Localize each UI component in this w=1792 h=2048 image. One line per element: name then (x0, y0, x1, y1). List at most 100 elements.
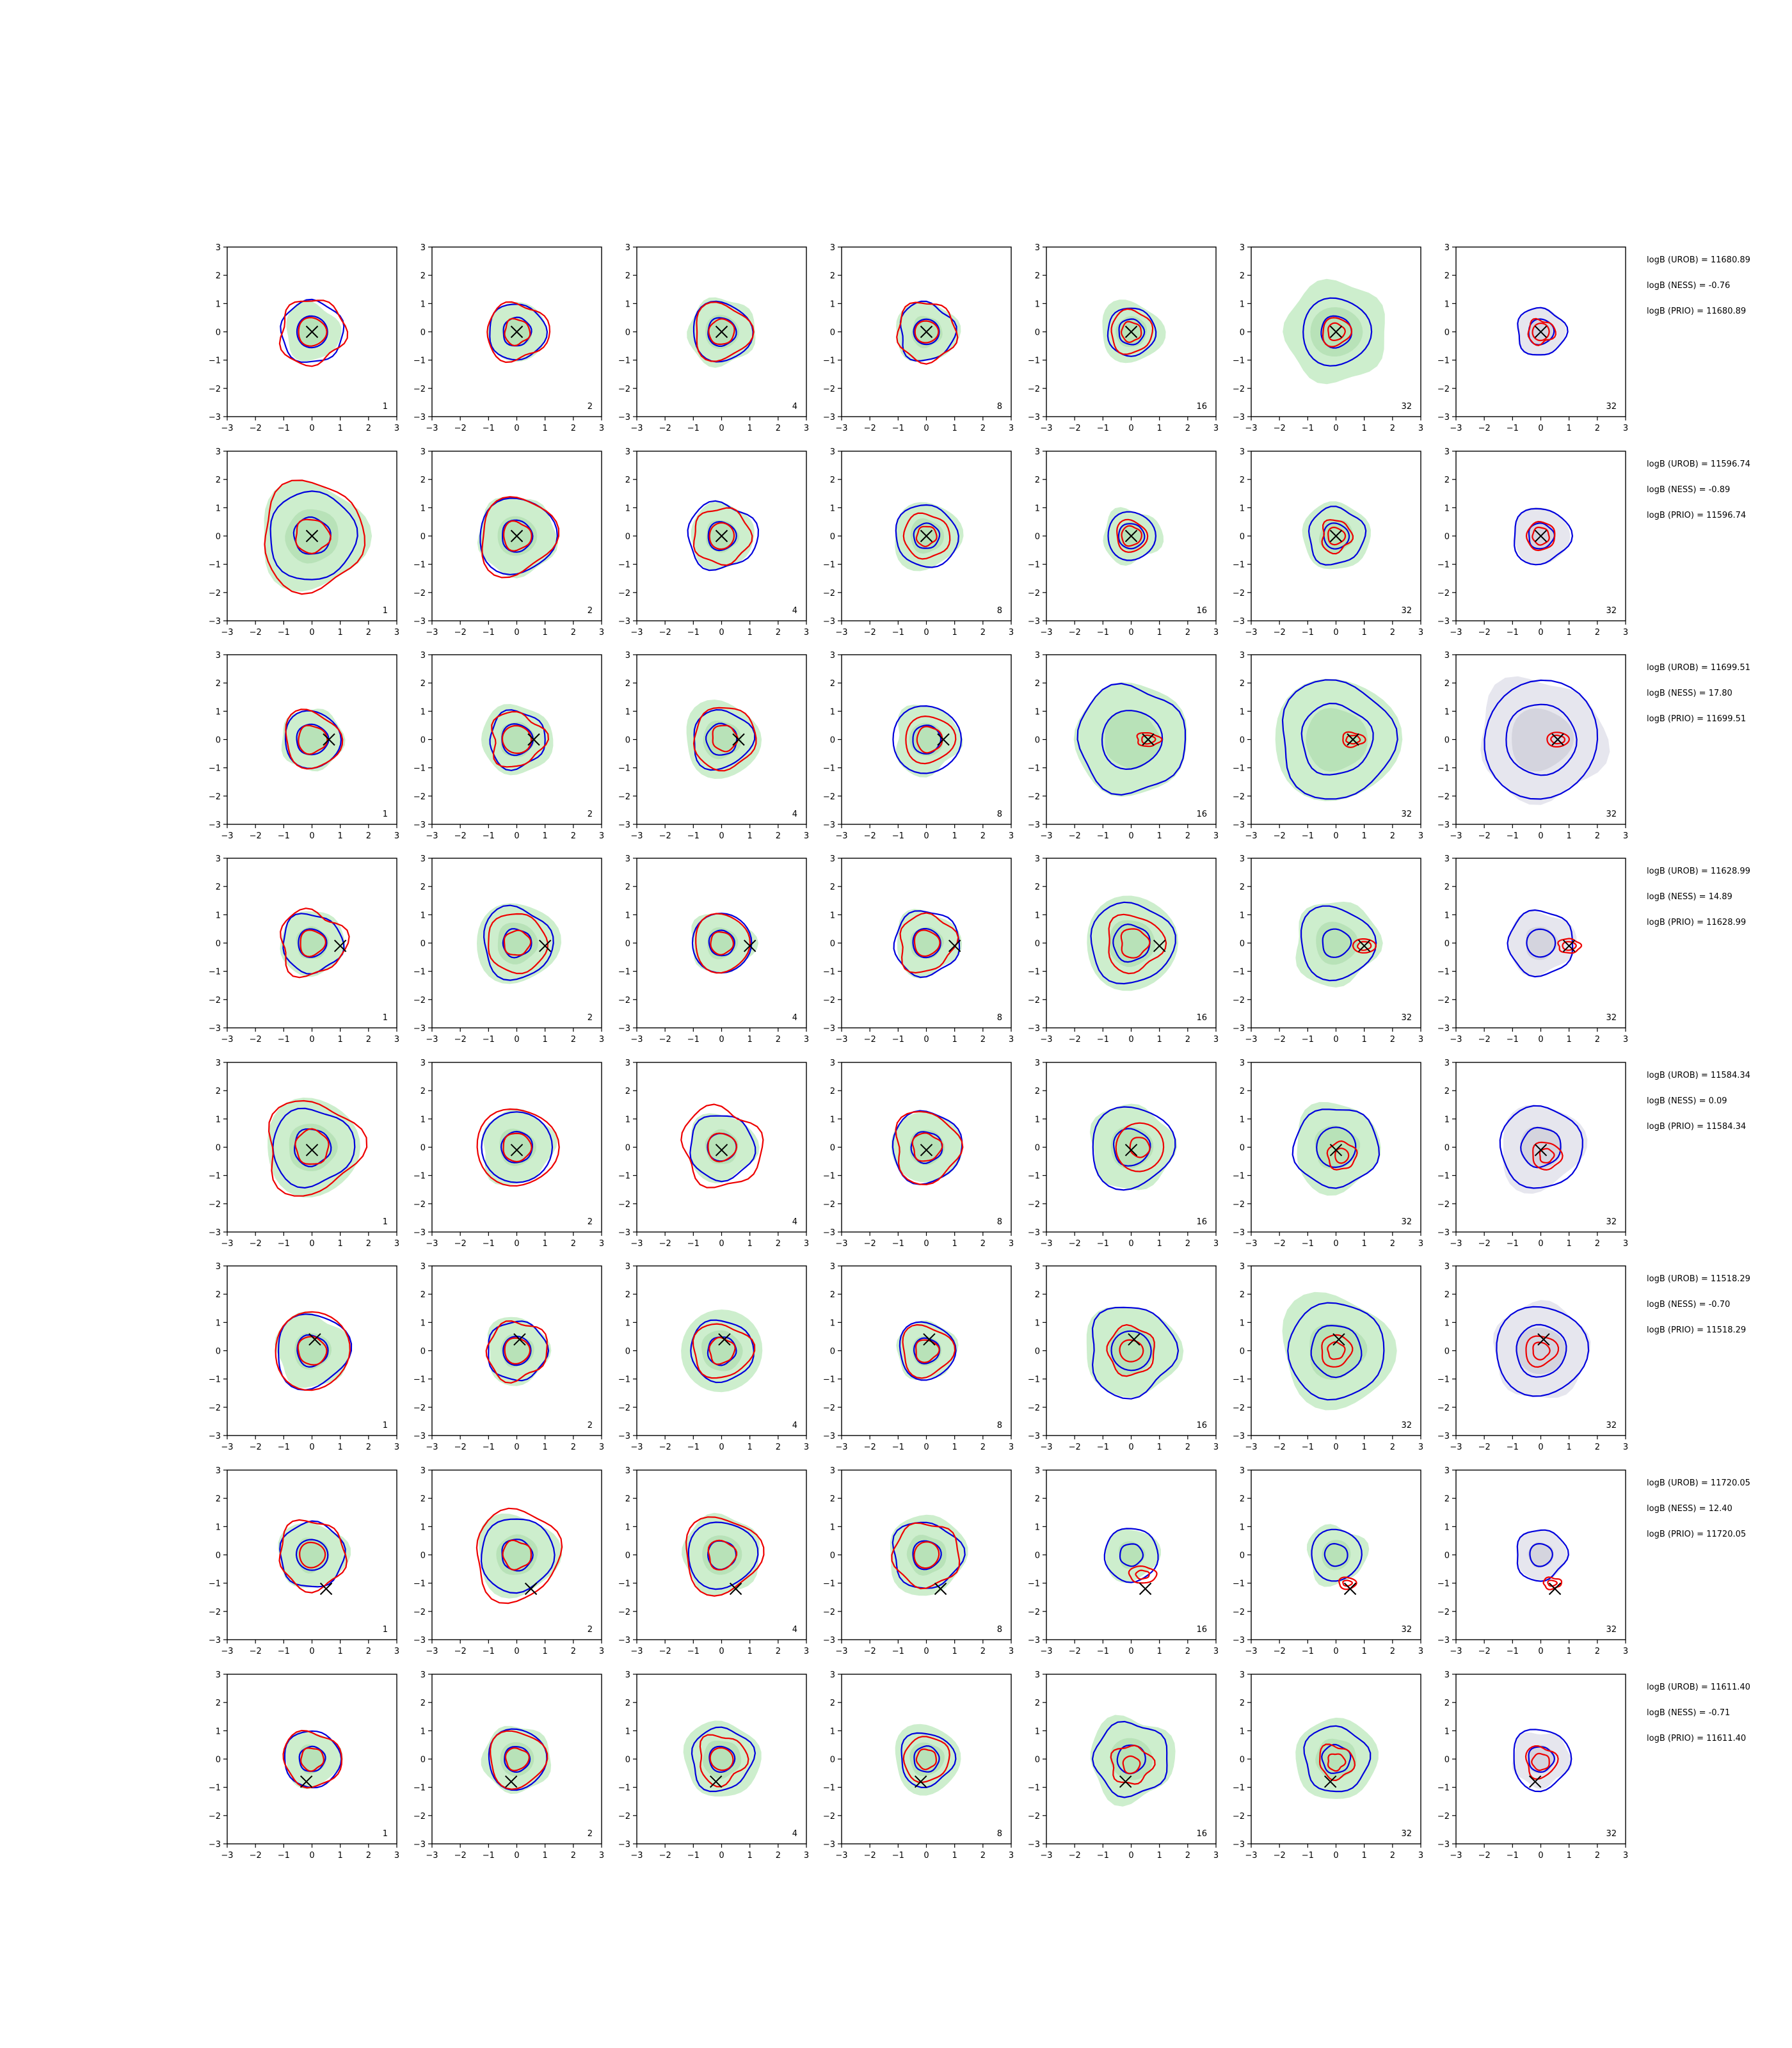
red-contour-inner (504, 317, 531, 347)
y-tick-label: 0 (830, 736, 835, 746)
x-tick-label: 3 (599, 1239, 604, 1249)
panel-plot-area (281, 708, 346, 772)
y-tick-label: −2 (618, 1200, 630, 1210)
y-tick-label: 3 (1035, 1466, 1040, 1476)
y-tick-label: 1 (216, 1115, 221, 1124)
panel-r2-c4: −3 −2 −1 0 1 2 3 3 2 1 0 −1 −2 −3 8 (823, 447, 1014, 637)
x-tick-label: −1 (687, 424, 700, 433)
blue-contour-inner (1300, 702, 1374, 776)
panel-plot-area (1275, 678, 1403, 801)
y-tick-label: 2 (420, 1290, 426, 1300)
blue-contour-outer (284, 1730, 342, 1789)
y-tick-label: 0 (1035, 1551, 1040, 1561)
logb-value-2: logB (NESS) = -0.71 (1647, 1708, 1730, 1718)
logb-value-3: logB (PRIO) = 11518.29 (1647, 1325, 1746, 1335)
true-value-marker (300, 1775, 313, 1788)
x-tick-label: 1 (338, 831, 343, 841)
panel-r4-c5: −3 −2 −1 0 1 2 3 3 2 1 0 −1 −2 −3 16 (1028, 854, 1219, 1044)
y-tick-label: −1 (1437, 356, 1450, 366)
true-value-marker (305, 1144, 319, 1156)
blue-contour-outer (1517, 307, 1569, 356)
y-tick-label: 3 (420, 1670, 426, 1680)
x-tick-label: −3 (221, 831, 233, 841)
y-tick-label: 1 (830, 504, 835, 513)
panel-count-label: 32 (1401, 810, 1412, 819)
panel-count-label: 1 (383, 1421, 388, 1430)
x-tick-label: 0 (924, 1851, 929, 1860)
blue-contour-inner (707, 1336, 737, 1366)
x-tick-label: 3 (1623, 831, 1628, 841)
y-tick-label: −2 (618, 1812, 630, 1821)
panel-plot-area (1302, 501, 1371, 570)
y-tick-label: −1 (1233, 968, 1245, 977)
y-tick-label: 3 (625, 651, 630, 660)
y-tick-label: 1 (420, 300, 426, 309)
x-tick-label: 2 (571, 831, 576, 841)
blue-contour-outer (1311, 1528, 1363, 1582)
red-contour-outer (899, 912, 959, 974)
x-tick-label: −2 (1069, 1851, 1081, 1860)
red-contour-outer (1527, 317, 1556, 346)
y-tick-label: 0 (625, 532, 630, 542)
x-tick-label: −2 (864, 831, 876, 841)
y-tick-label: 2 (830, 271, 835, 281)
y-tick-label: −2 (413, 1608, 426, 1617)
blue-contour-outer (1287, 1302, 1385, 1401)
x-tick-label: 3 (1623, 424, 1628, 433)
x-tick-label: −3 (630, 1035, 643, 1044)
y-tick-label: −2 (1233, 792, 1245, 802)
panel-r4-c2: −3 −2 −1 0 1 2 3 3 2 1 0 −1 −2 −3 2 (413, 854, 604, 1044)
panel-r5-c3: −3 −2 −1 0 1 2 3 3 2 1 0 −1 −2 −3 4 (618, 1059, 809, 1249)
panel-plot-area (485, 1316, 552, 1386)
true-value-marker (715, 325, 728, 339)
red-contour-outer (685, 1516, 765, 1597)
y-tick-label: 2 (1240, 1494, 1245, 1504)
red-contour-outer (264, 479, 366, 595)
x-tick-label: 3 (599, 424, 604, 433)
x-tick-label: 0 (1538, 1035, 1543, 1044)
y-tick-label: 2 (420, 1494, 426, 1504)
y-tick-label: −3 (1233, 1024, 1245, 1034)
red-contour-inner (298, 724, 328, 755)
x-tick-label: 2 (571, 1851, 576, 1860)
true-value-marker (1562, 940, 1576, 952)
y-tick-label: 1 (625, 1318, 630, 1328)
y-tick-label: −2 (1437, 385, 1450, 394)
blue-contour-outer (1076, 682, 1187, 796)
panel-plot-area (1507, 909, 1583, 978)
x-tick-label: 0 (309, 424, 314, 433)
y-tick-label: 0 (625, 736, 630, 746)
true-value-marker (1534, 325, 1548, 339)
panel-r8-c1: −3 −2 −1 0 1 2 3 3 2 1 0 −1 −2 −3 1 (209, 1670, 399, 1860)
y-tick-label: −3 (413, 617, 426, 627)
y-tick-label: 2 (1444, 679, 1450, 689)
red-contour-outer (488, 913, 549, 975)
panel-r5-c1: −3 −2 −1 0 1 2 3 3 2 1 0 −1 −2 −3 1 (209, 1059, 399, 1249)
logb-value-3: logB (PRIO) = 11720.05 (1647, 1530, 1746, 1539)
x-tick-label: 3 (394, 1443, 399, 1452)
x-tick-label: −1 (892, 831, 904, 841)
x-tick-label: 0 (1128, 1443, 1133, 1452)
x-tick-label: −3 (1040, 1851, 1052, 1860)
y-tick-label: −3 (209, 1840, 221, 1850)
x-tick-label: 1 (1157, 424, 1162, 433)
x-tick-label: 2 (980, 831, 986, 841)
y-tick-label: 0 (625, 1144, 630, 1153)
true-value-marker (1537, 1333, 1550, 1346)
red-contour-inner (911, 1132, 943, 1162)
x-tick-label: −2 (1069, 424, 1081, 433)
x-tick-label: −1 (687, 1647, 700, 1656)
true-value-marker (1119, 1775, 1132, 1788)
y-tick-label: 2 (216, 1087, 221, 1096)
x-tick-label: −1 (483, 1239, 495, 1249)
y-tick-label: −1 (413, 1580, 426, 1589)
red-contour-outer (1110, 1745, 1156, 1785)
blue-contour-outer (1107, 307, 1157, 357)
x-tick-label: −2 (1274, 1443, 1286, 1452)
y-tick-label: 1 (420, 504, 426, 513)
blue-contour-inner (1117, 523, 1146, 550)
